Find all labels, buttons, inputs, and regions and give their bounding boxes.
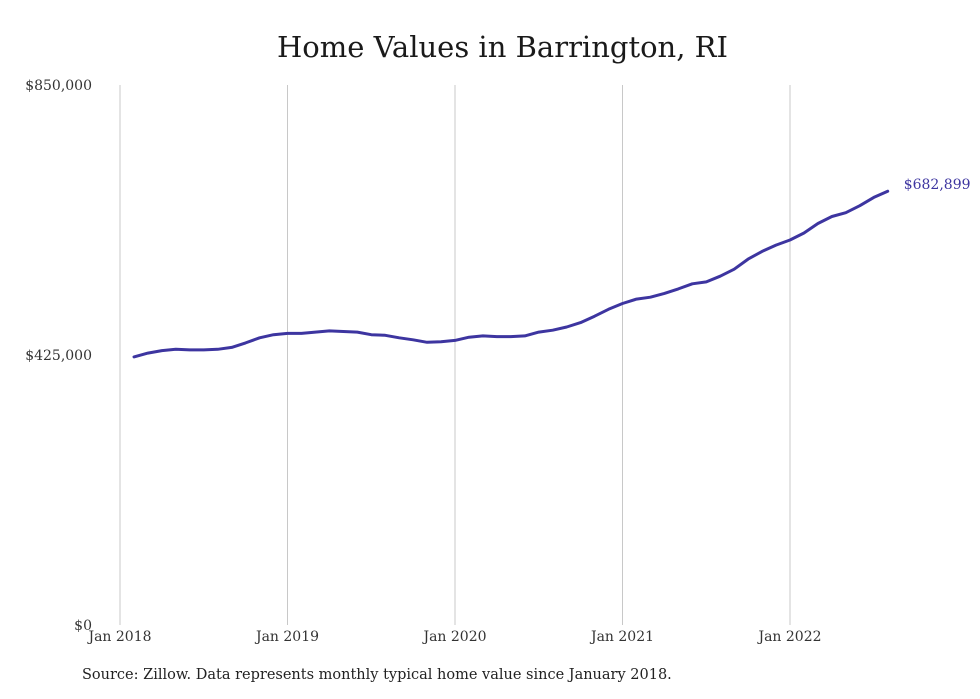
y-axis-ticks: $0 $425,000 $850,000 xyxy=(25,78,92,634)
series-line xyxy=(132,189,890,359)
x-tick-label: Jan 2019 xyxy=(254,629,319,645)
x-tick-label: Jan 2022 xyxy=(756,629,821,645)
source-note: Source: Zillow. Data represents monthly … xyxy=(82,667,672,683)
gridlines xyxy=(119,85,791,625)
x-tick-label: Jan 2018 xyxy=(86,629,151,645)
y-tick-label: $0 xyxy=(74,618,92,634)
x-tick-label: Jan 2021 xyxy=(589,629,654,645)
x-axis-ticks: Jan 2018 Jan 2019 Jan 2020 Jan 2021 Jan 2022 xyxy=(86,629,821,645)
y-tick-label: $850,000 xyxy=(25,78,92,94)
x-tick-label: Jan 2020 xyxy=(421,629,486,645)
chart-title: Home Values in Barrington, RI xyxy=(277,30,728,64)
end-value-label: $682,899 xyxy=(904,177,971,193)
y-tick-label: $425,000 xyxy=(25,348,92,364)
